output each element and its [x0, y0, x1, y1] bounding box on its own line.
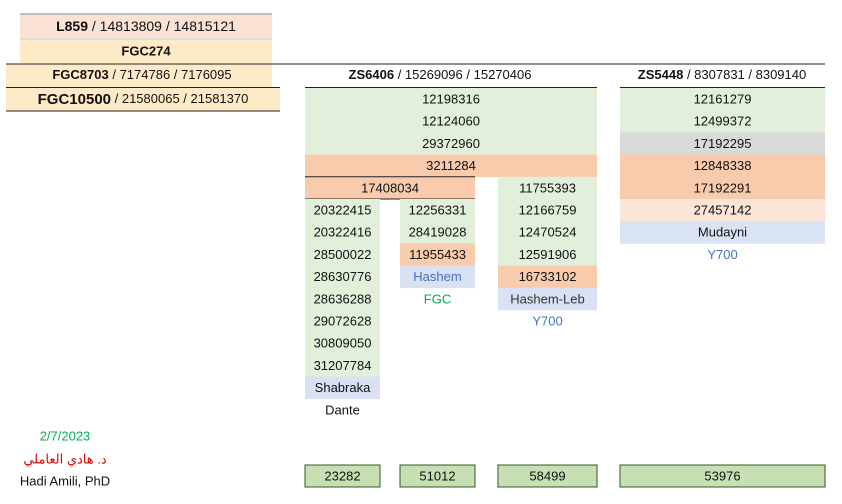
cell: 12124060 [422, 114, 480, 129]
cell: 28636288 [314, 291, 372, 306]
cell: 12198316 [422, 92, 480, 107]
total: 51012 [419, 468, 455, 483]
total-box [619, 464, 826, 488]
cell: 12470524 [519, 225, 577, 240]
cell-bg [400, 243, 475, 266]
pos: / 15269096 / 15270406 [394, 67, 531, 82]
cell-bg [305, 376, 380, 400]
hg: ZS5448 [638, 67, 684, 82]
cell: 31207784 [314, 358, 372, 373]
cell-bg [305, 132, 597, 155]
cell-bg [498, 221, 597, 244]
cell-bg [305, 265, 380, 289]
cell: 17408034 [361, 180, 419, 195]
author: Hadi Amili, PhD [20, 473, 110, 488]
cell: 11955433 [409, 247, 466, 262]
cell-bg [400, 199, 475, 222]
cell: Dante [325, 402, 360, 417]
pos: / 21580065 / 21581370 [111, 91, 248, 106]
cell: 29372960 [422, 136, 480, 151]
hg: FGC10500 [38, 91, 111, 108]
cell: Hashem [413, 269, 461, 284]
cell-bg [305, 176, 475, 200]
left-row: FGC274 [121, 43, 171, 58]
cell-bg [620, 88, 825, 111]
cell-bg [620, 110, 825, 133]
cell: Mudayni [698, 225, 747, 240]
cell: 28630776 [314, 269, 372, 284]
total-box [399, 464, 476, 488]
pos: / 8307831 / 8309140 [683, 67, 806, 82]
cell-bg [305, 154, 597, 178]
cell: 30809050 [314, 336, 372, 351]
left-row: FGC8703 / 7174786 / 7176095 [52, 67, 231, 82]
cell-bg [620, 132, 825, 155]
cell: Y700 [707, 247, 737, 262]
cell: 20322416 [314, 225, 372, 240]
cell: 17192291 [694, 180, 752, 195]
cell-bg [400, 265, 475, 289]
cell: 17192295 [694, 136, 752, 151]
cell-bg [498, 176, 597, 200]
hg: FGC8703 [52, 67, 108, 82]
cell: FGC [424, 291, 451, 306]
cell-bg [305, 332, 380, 355]
hg: L859 [56, 18, 88, 34]
cell: 20322415 [314, 203, 372, 218]
cell-bg [20, 14, 272, 38]
cell-bg [305, 243, 380, 266]
cell-bg [498, 199, 597, 222]
total: 53976 [704, 468, 740, 483]
cell-bg [620, 176, 825, 200]
cell-bg [620, 154, 825, 178]
cell-bg [20, 40, 272, 63]
cell-bg [6, 88, 280, 111]
cell-bg [305, 287, 380, 311]
cell: 12591906 [519, 247, 577, 262]
total-box [497, 464, 598, 488]
cell-bg [305, 221, 380, 244]
cell: 12499372 [694, 114, 752, 129]
arabic-name: د. هادي العاملي [23, 451, 107, 466]
total-box [304, 464, 381, 488]
cell-bg [305, 88, 597, 111]
hg: ZS6406 [349, 67, 395, 82]
total: 58499 [529, 468, 565, 483]
column-header: ZS5448 / 8307831 / 8309140 [638, 67, 806, 82]
left-row: L859 / 14813809 / 14815121 [56, 18, 236, 34]
pos: / 7174786 / 7176095 [109, 67, 232, 82]
cell: 12166759 [519, 203, 577, 218]
cell: 3211284 [426, 158, 476, 173]
cell-bg [305, 310, 380, 333]
cell: 11755393 [519, 180, 576, 195]
date: 2/7/2023 [40, 428, 91, 443]
cell: Hashem-Leb [510, 291, 584, 306]
cell: 12848338 [694, 158, 752, 173]
cell-bg [498, 287, 597, 311]
cell-bg [6, 64, 272, 87]
cell: 16733102 [519, 269, 577, 284]
cell-bg [498, 265, 597, 289]
cell: 12256331 [409, 203, 467, 218]
cell: 28419028 [409, 225, 467, 240]
cell: 27457142 [694, 203, 752, 218]
cell: 12161279 [694, 92, 752, 107]
left-row: FGC10500 / 21580065 / 21581370 [38, 91, 249, 108]
cell: Shabraka [315, 380, 371, 395]
cell: 29072628 [314, 314, 372, 329]
pos: / 14813809 / 14815121 [88, 18, 236, 34]
cell-bg [305, 110, 597, 133]
cell: 28500022 [314, 247, 372, 262]
cell-bg [305, 354, 380, 377]
cell-bg [498, 243, 597, 266]
column-header: ZS6406 / 15269096 / 15270406 [349, 67, 532, 82]
cell-bg [400, 221, 475, 244]
cell-bg [620, 221, 825, 244]
cell: Y700 [532, 314, 562, 329]
total: 23282 [324, 468, 360, 483]
cell-bg [305, 199, 380, 222]
cell-bg [620, 199, 825, 222]
